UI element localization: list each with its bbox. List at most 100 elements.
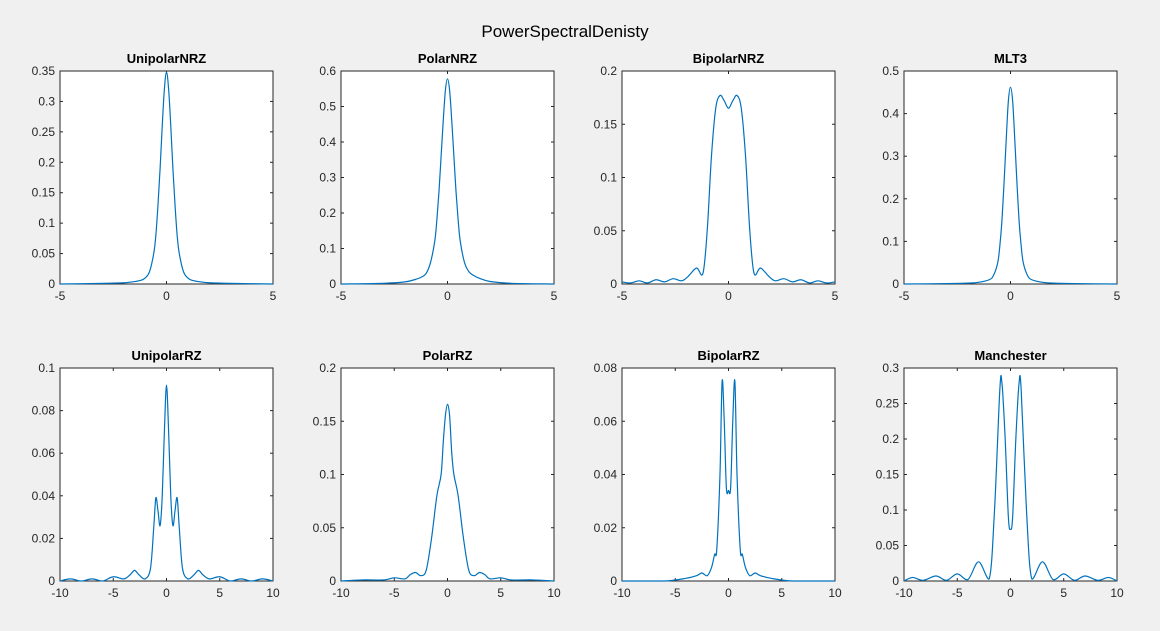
y-tick-label: 0.4 [882, 107, 899, 121]
x-tick-label: 0 [725, 586, 732, 600]
x-tick-label: 0 [1007, 289, 1014, 303]
x-tick-label: 10 [1110, 586, 1124, 600]
y-tick-label: 0.15 [876, 468, 900, 482]
subplot-title: UnipolarRZ [131, 348, 201, 363]
subplot-title: PolarRZ [423, 348, 473, 363]
x-tick-label: -10 [613, 586, 631, 600]
subplot-title: MLT3 [994, 51, 1027, 66]
y-tick-label: 0.05 [313, 521, 337, 535]
y-tick-label: 0.06 [594, 414, 618, 428]
subplot-3: MLT3-5 0 500.10.20.30.40.5 [882, 51, 1120, 303]
y-tick-label: 0.02 [32, 531, 56, 545]
y-tick-label: 0 [48, 277, 55, 291]
x-tick-label: -5 [952, 586, 963, 600]
y-tick-label: 0.2 [600, 64, 617, 78]
y-tick-label: 0.04 [594, 468, 618, 482]
subplot-title: BipolarRZ [697, 348, 759, 363]
subplot-0: UnipolarNRZ-5 0 500.050.10.150.20.250.30.3… [32, 51, 277, 303]
axes-box [340, 367, 555, 582]
y-tick-label: 0.1 [882, 503, 899, 517]
y-tick-label: 0.08 [594, 361, 618, 375]
x-tick-label: -5 [617, 289, 628, 303]
x-tick-label: 10 [547, 586, 561, 600]
psd-series-line [340, 78, 555, 285]
x-tick-label: -5 [670, 586, 681, 600]
y-tick-label: 0.4 [319, 135, 336, 149]
y-tick-label: 0.05 [32, 247, 56, 261]
x-tick-label: 0 [444, 586, 451, 600]
subplot-title: BipolarNRZ [693, 51, 765, 66]
y-tick-label: 0.1 [319, 468, 336, 482]
y-tick-label: 0.15 [594, 117, 618, 131]
y-tick-label: 0.3 [882, 361, 899, 375]
x-tick-label: 5 [216, 586, 223, 600]
x-tick-label: 5 [270, 289, 277, 303]
y-tick-label: 0.3 [38, 94, 55, 108]
psd-series-line [340, 403, 555, 582]
psd-series-line [903, 86, 1118, 285]
x-tick-label: -10 [332, 586, 350, 600]
y-tick-label: 0.1 [882, 234, 899, 248]
figure-title: PowerSpectralDenisty [481, 22, 649, 41]
y-tick-label: 0.25 [32, 125, 56, 139]
y-tick-label: 0.2 [882, 192, 899, 206]
x-tick-label: 0 [444, 289, 451, 303]
y-tick-label: 0 [892, 277, 899, 291]
x-tick-label: -5 [55, 289, 66, 303]
y-tick-label: 0.04 [32, 489, 56, 503]
y-tick-label: 0 [892, 574, 899, 588]
y-tick-label: 0 [610, 574, 617, 588]
subplot-2: BipolarNRZ-5 0 500.050.10.150.2 [594, 51, 839, 303]
x-tick-label: -5 [899, 289, 910, 303]
y-tick-label: 0.08 [32, 404, 56, 418]
axes-box [621, 70, 836, 285]
y-tick-label: 0.05 [594, 224, 618, 238]
subplot-7: Manchester -10 -5 0 5 10 0 0.05 0.1 0.15 0.2 0.25 0.… [876, 348, 1124, 600]
x-tick-label: 0 [163, 289, 170, 303]
y-tick-label: 0.1 [600, 171, 617, 185]
x-tick-label: 10 [828, 586, 842, 600]
psd-series-line [622, 379, 835, 582]
axes-box [621, 367, 836, 582]
axes-box [903, 367, 1118, 582]
x-tick-label: 5 [551, 289, 558, 303]
x-tick-label: 5 [778, 586, 785, 600]
subplot-title: Manchester [974, 348, 1046, 363]
x-tick-label: -5 [389, 586, 400, 600]
x-tick-label: -10 [51, 586, 69, 600]
y-tick-label: 0.15 [32, 186, 56, 200]
y-tick-label: 0 [329, 574, 336, 588]
y-tick-label: 0.2 [38, 155, 55, 169]
y-tick-label: 0.3 [319, 171, 336, 185]
y-tick-label: 0.2 [319, 361, 336, 375]
y-tick-label: 0.6 [319, 64, 336, 78]
x-tick-label: -5 [336, 289, 347, 303]
y-tick-label: 0.5 [319, 100, 336, 114]
x-tick-label: -10 [895, 586, 913, 600]
axes-layer: UnipolarNRZ-5 0 500.050.10.150.20.250.30.3… [32, 51, 1124, 600]
x-tick-label: -5 [108, 586, 119, 600]
y-tick-label: 0.02 [594, 521, 618, 535]
psd-series-line [621, 94, 836, 284]
axes-box [59, 70, 274, 285]
y-tick-label: 0.2 [319, 206, 336, 220]
y-tick-label: 0.1 [38, 361, 55, 375]
x-tick-label: 5 [497, 586, 504, 600]
psd-series-line [59, 384, 274, 582]
x-tick-label: 5 [1060, 586, 1067, 600]
psd-series-line [903, 374, 1118, 582]
x-tick-label: 10 [266, 586, 280, 600]
subplot-title: UnipolarNRZ [127, 51, 207, 66]
x-tick-label: 5 [832, 289, 839, 303]
y-tick-label: 0.5 [882, 64, 899, 78]
y-tick-label: 0.15 [313, 414, 337, 428]
y-tick-label: 0.25 [876, 397, 900, 411]
subplot-4: UnipolarRZ -10 -5 0 5 10 0 0.02 0.04 0.06 0.08 0.1 [32, 348, 280, 600]
y-tick-label: 0.05 [876, 539, 900, 553]
x-tick-label: 5 [1114, 289, 1121, 303]
y-tick-label: 0 [610, 277, 617, 291]
y-tick-label: 0.1 [38, 216, 55, 230]
subplot-5: PolarRZ -10 -5 0 5 10 0 0.05 0.1 0.15 0.2 [313, 348, 561, 600]
x-tick-label: 0 [1007, 586, 1014, 600]
